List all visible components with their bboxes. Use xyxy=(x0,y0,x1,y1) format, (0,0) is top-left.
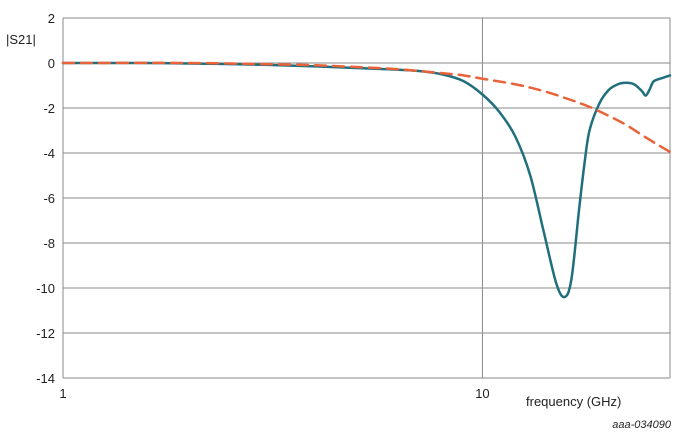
x-tick-label: 10 xyxy=(475,386,489,401)
y-tick-label: -12 xyxy=(36,326,55,341)
tick-labels: 2 0 -2 -4 -6 -8 -10 -12 -14 1 10 xyxy=(36,11,489,401)
y-tick-label: -8 xyxy=(43,236,55,251)
y-tick-label: -6 xyxy=(43,191,55,206)
series-lines xyxy=(61,61,672,299)
y-tick-label: -14 xyxy=(36,371,55,386)
x-axis-label: frequency (GHz) xyxy=(526,394,621,409)
figure-id: aaa-034090 xyxy=(612,419,672,431)
grid-lines xyxy=(62,17,671,379)
y-tick-label: -4 xyxy=(43,146,55,161)
series-solid-line xyxy=(61,61,672,299)
y-tick-label: 2 xyxy=(48,11,55,26)
x-tick-label: 1 xyxy=(59,386,66,401)
y-axis-label: |S21| xyxy=(6,32,36,47)
series-dashed-line xyxy=(61,61,672,154)
y-tick-label: -2 xyxy=(43,101,55,116)
y-tick-label: 0 xyxy=(48,56,55,71)
y-tick-label: -10 xyxy=(36,281,55,296)
